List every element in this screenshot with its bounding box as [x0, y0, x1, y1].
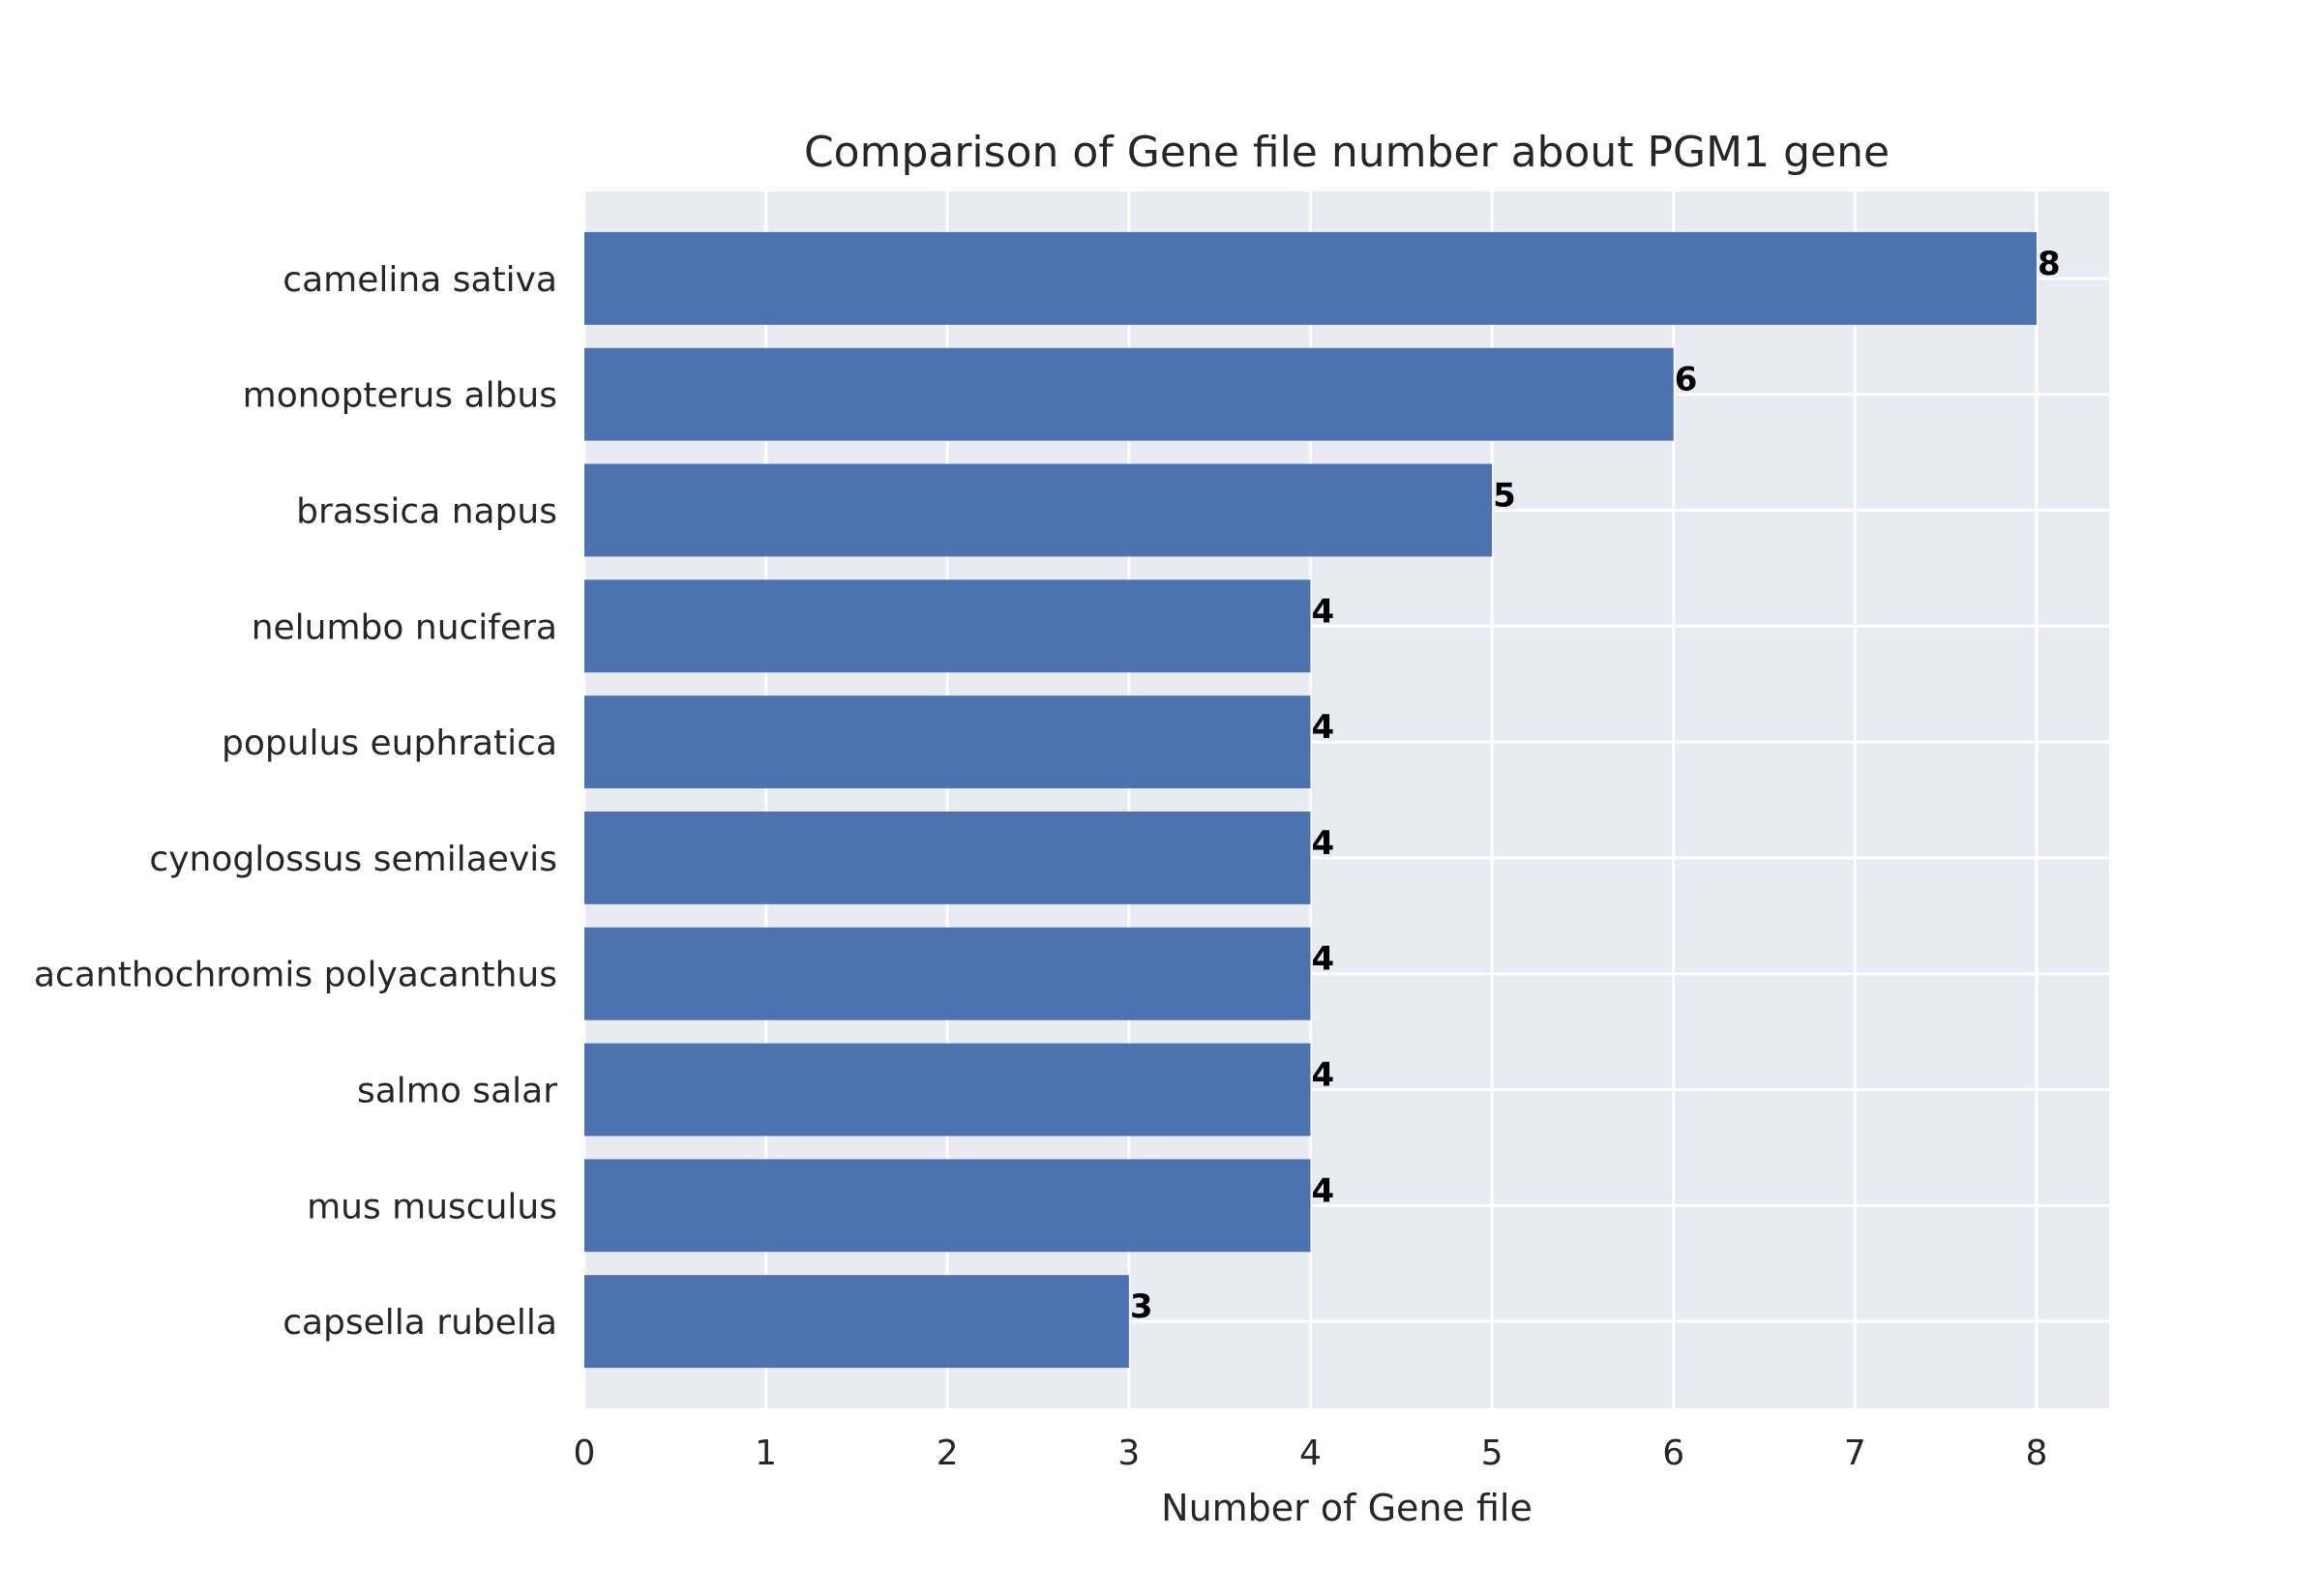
y-tick-label: brassica napus	[296, 491, 557, 531]
data-label: 8	[2038, 245, 2061, 283]
data-label: 3	[1130, 1287, 1153, 1326]
y-tick-label: monopterus albus	[243, 376, 557, 416]
x-tick-label: 6	[1662, 1433, 1684, 1473]
x-tick-label: 5	[1481, 1433, 1503, 1473]
y-tick-label: camelina sativa	[283, 260, 557, 300]
x-tick-label: 0	[574, 1433, 596, 1473]
x-tick-label: 7	[1844, 1433, 1866, 1473]
data-labels: 8 6 5 4 4 4 4 4 4 3	[1130, 245, 2061, 1326]
data-label: 6	[1675, 361, 1698, 399]
data-label: 4	[1311, 1171, 1334, 1210]
bar	[584, 1043, 1311, 1137]
data-label: 4	[1311, 1056, 1334, 1095]
y-tick-label: salmo salar	[357, 1072, 557, 1111]
x-tick-labels: 0 1 2 3 4 5 6 7 8	[574, 1433, 2048, 1473]
data-label: 4	[1311, 708, 1334, 747]
y-tick-label: capsella rubella	[283, 1303, 557, 1343]
x-tick-label: 4	[1299, 1433, 1322, 1473]
data-label: 4	[1311, 940, 1334, 979]
y-tick-label: acanthochromis polyacanthus	[34, 956, 557, 995]
bar	[584, 231, 2037, 325]
bar	[584, 695, 1311, 789]
bar	[584, 579, 1311, 673]
x-axis-label: Number of Gene file	[1161, 1487, 1533, 1529]
y-tick-label: nelumbo nucifera	[252, 607, 557, 647]
bar	[584, 463, 1493, 557]
x-tick-label: 2	[937, 1433, 959, 1473]
x-tick-label: 3	[1117, 1433, 1140, 1473]
bar	[584, 1275, 1129, 1369]
chart-title: Comparison of Gene file number about PGM…	[804, 128, 1890, 177]
y-tick-label: mus musculus	[307, 1187, 557, 1227]
y-tick-label: cynoglossus semilaevis	[149, 840, 557, 879]
bar	[584, 927, 1311, 1020]
x-tick-label: 8	[2025, 1433, 2047, 1473]
data-label: 4	[1311, 592, 1334, 631]
y-tick-label: populus euphratica	[222, 724, 557, 763]
bars	[584, 231, 2037, 1369]
bar	[584, 347, 1674, 441]
x-tick-label: 1	[755, 1433, 777, 1473]
data-label: 5	[1493, 476, 1516, 515]
bar	[584, 811, 1311, 904]
y-tick-labels: camelina sativa monopterus albus brassica …	[34, 260, 557, 1343]
bar	[584, 1159, 1311, 1253]
data-label: 4	[1311, 824, 1334, 863]
